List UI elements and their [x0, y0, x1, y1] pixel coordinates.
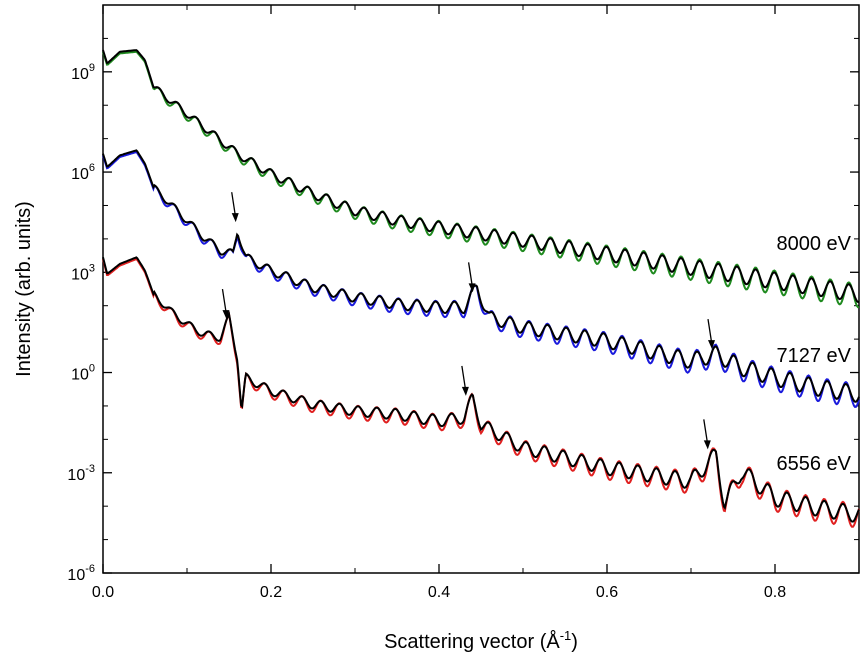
y-axis-ticks: 10-6 10-3 100 103 106 109: [67, 4, 859, 584]
fit-line-6556-eV: [102, 256, 860, 523]
x-tick-label: 0.6: [596, 584, 618, 601]
annotation-arrow: [467, 262, 476, 293]
x-axis-ticks: 0.0 0.2 0.4 0.6 0.8: [92, 5, 860, 601]
y-tick-label: 106: [71, 162, 95, 183]
annotation-arrow: [461, 365, 469, 396]
plot-frame: [102, 4, 860, 574]
series-layer: [102, 49, 860, 528]
y-axis-label: Intensity (arb. units): [13, 201, 35, 377]
series-line-7127-eV: [102, 150, 860, 408]
series-label-6556: 6556 eV: [776, 453, 851, 475]
series-label-7127: 7127 eV: [776, 345, 851, 367]
y-tick-label: 109: [71, 62, 95, 83]
series-line-8000-eV: [102, 50, 860, 309]
y-tick-label: 103: [71, 262, 95, 283]
arrow-layer: [221, 192, 715, 450]
y-tick-label: 10-3: [67, 463, 95, 484]
series-label-8000: 8000 eV: [776, 233, 851, 255]
x-tick-label: 0.2: [260, 584, 282, 601]
x-tick-label: 0.8: [764, 584, 786, 601]
x-axis-label: Scattering vector (Å-1): [384, 628, 578, 653]
annotation-arrow: [707, 319, 715, 350]
fit-line-7127-eV: [102, 149, 860, 403]
fit-line-8000-eV: [102, 49, 860, 304]
annotation-arrow: [703, 419, 711, 450]
annotation-arrow: [231, 192, 239, 223]
x-tick-label: 0.4: [428, 584, 450, 601]
x-tick-label: 0.0: [92, 584, 114, 601]
annotation-arrow: [221, 288, 230, 320]
y-tick-label: 100: [71, 363, 95, 384]
y-tick-label: 10-6: [67, 563, 95, 584]
